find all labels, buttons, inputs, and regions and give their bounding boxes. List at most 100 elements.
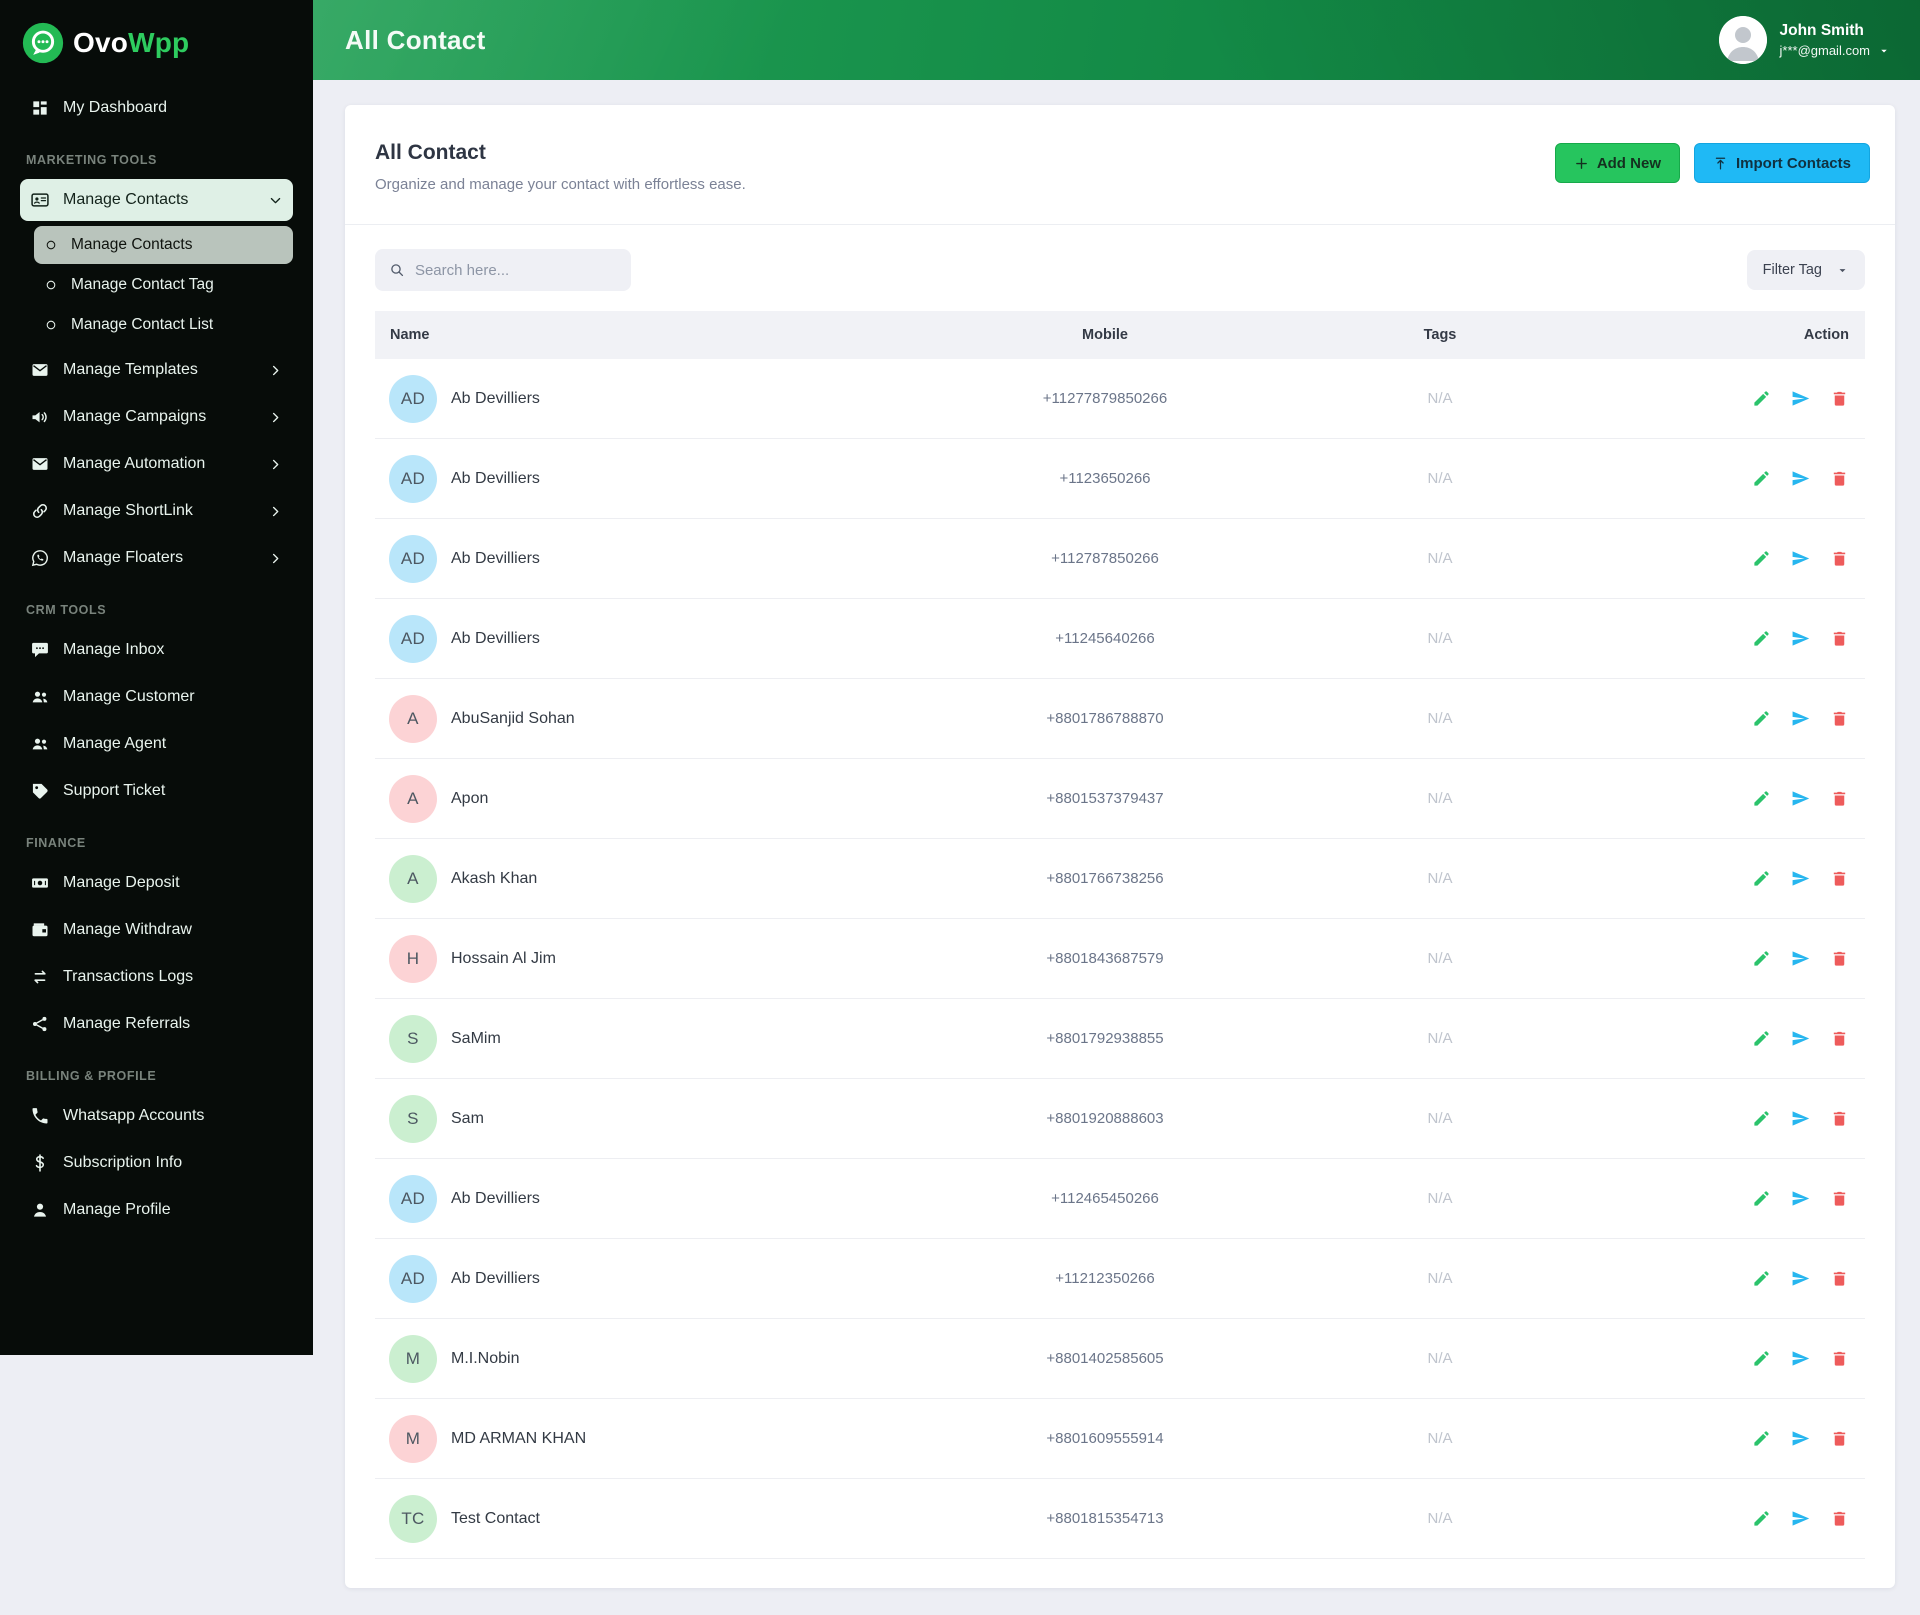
send-message-button[interactable] — [1789, 787, 1812, 810]
sidebar-item-manage-agent[interactable]: Manage Agent — [20, 723, 293, 765]
edit-contact-button[interactable] — [1750, 787, 1773, 810]
brand-bubble-icon — [22, 22, 64, 64]
sidebar-item-whatsapp-accounts[interactable]: Whatsapp Accounts — [20, 1095, 293, 1137]
sidebar-section-label: CRM TOOLS — [26, 603, 107, 617]
edit-contact-button[interactable] — [1750, 1187, 1773, 1210]
trash-icon — [1830, 389, 1849, 408]
sidebar-item-my-dashboard[interactable]: My Dashboard — [20, 87, 293, 129]
contact-name: Hossain Al Jim — [451, 949, 556, 967]
edit-contact-button[interactable] — [1750, 627, 1773, 650]
edit-contact-button[interactable] — [1750, 1107, 1773, 1130]
edit-contact-button[interactable] — [1750, 867, 1773, 890]
sidebar-item-manage-automation[interactable]: Manage Automation — [20, 443, 293, 485]
contact-tags: N/A — [1427, 790, 1453, 807]
sidebar-item-subscription-info[interactable]: Subscription Info — [20, 1142, 293, 1184]
sidebar-item-manage-floaters[interactable]: Manage Floaters — [20, 537, 293, 579]
delete-contact-button[interactable] — [1828, 867, 1851, 890]
user-menu[interactable]: John Smith j***@gmail.com — [1718, 16, 1891, 64]
delete-contact-button[interactable] — [1828, 787, 1851, 810]
edit-contact-button[interactable] — [1750, 387, 1773, 410]
send-message-button[interactable] — [1789, 387, 1812, 410]
contact-tags: N/A — [1427, 1110, 1453, 1127]
send-message-button[interactable] — [1789, 1427, 1812, 1450]
sidebar-item-label: Support Ticket — [63, 782, 166, 799]
filter-tag-dropdown[interactable]: Filter Tag — [1746, 250, 1865, 290]
sidebar-item-manage-campaigns[interactable]: Manage Campaigns — [20, 396, 293, 438]
send-icon — [1791, 1509, 1810, 1528]
contact-tags: N/A — [1427, 550, 1453, 567]
send-message-button[interactable] — [1789, 1107, 1812, 1130]
import-contacts-button[interactable]: Import Contacts — [1693, 143, 1870, 183]
send-message-button[interactable] — [1789, 547, 1812, 570]
send-message-button[interactable] — [1789, 707, 1812, 730]
sidebar-item-manage-deposit[interactable]: Manage Deposit — [20, 862, 293, 904]
delete-contact-button[interactable] — [1828, 387, 1851, 410]
contact-avatar: H — [389, 934, 437, 983]
delete-contact-button[interactable] — [1828, 547, 1851, 570]
delete-contact-button[interactable] — [1828, 707, 1851, 730]
user-email: j***@gmail.com — [1779, 43, 1871, 58]
delete-contact-button[interactable] — [1828, 1347, 1851, 1370]
sidebar-subitem-manage-contact-tag[interactable]: Manage Contact Tag — [34, 266, 293, 304]
contact-mobile: +8801609555914 — [1046, 1430, 1164, 1447]
sidebar-item-manage-inbox[interactable]: Manage Inbox — [20, 629, 293, 671]
delete-contact-button[interactable] — [1828, 467, 1851, 490]
edit-contact-button[interactable] — [1750, 467, 1773, 490]
search-input[interactable] — [414, 261, 617, 279]
send-message-button[interactable] — [1789, 1507, 1812, 1530]
chevron-icon — [268, 410, 283, 425]
sidebar-subitem-manage-contacts[interactable]: Manage Contacts — [34, 226, 293, 264]
sidebar-item-label: Manage Agent — [63, 735, 167, 752]
edit-contact-button[interactable] — [1750, 1507, 1773, 1530]
sidebar-item-transactions-logs[interactable]: Transactions Logs — [20, 956, 293, 998]
contact-tags: N/A — [1427, 1030, 1453, 1047]
user-caret-down-icon[interactable] — [1878, 45, 1890, 57]
delete-contact-button[interactable] — [1828, 1187, 1851, 1210]
send-message-button[interactable] — [1789, 1187, 1812, 1210]
app-logo[interactable]: OvoWpp — [16, 0, 297, 82]
sidebar-item-label: Subscription Info — [63, 1154, 183, 1171]
send-message-button[interactable] — [1789, 1027, 1812, 1050]
contact-name: Ab Devilliers — [451, 389, 540, 407]
sidebar-item-manage-contacts[interactable]: Manage Contacts — [20, 179, 293, 221]
edit-contact-button[interactable] — [1750, 547, 1773, 570]
trash-icon — [1830, 1109, 1849, 1128]
add-new-button[interactable]: Add New — [1554, 143, 1680, 183]
send-message-button[interactable] — [1789, 627, 1812, 650]
delete-contact-button[interactable] — [1828, 627, 1851, 650]
send-message-button[interactable] — [1789, 467, 1812, 490]
delete-contact-button[interactable] — [1828, 1107, 1851, 1130]
send-message-button[interactable] — [1789, 867, 1812, 890]
table-row: AD Ab Devilliers +11245640266 N/A — [375, 599, 1865, 679]
pencil-icon — [1752, 1429, 1771, 1448]
send-message-button[interactable] — [1789, 1267, 1812, 1290]
send-message-button[interactable] — [1789, 947, 1812, 970]
sidebar-item-manage-referrals[interactable]: Manage Referrals — [20, 1003, 293, 1045]
send-message-button[interactable] — [1789, 1347, 1812, 1370]
trash-icon — [1830, 1429, 1849, 1448]
edit-contact-button[interactable] — [1750, 707, 1773, 730]
contact-tags: N/A — [1427, 470, 1453, 487]
edit-contact-button[interactable] — [1750, 1347, 1773, 1370]
edit-contact-button[interactable] — [1750, 947, 1773, 970]
delete-contact-button[interactable] — [1828, 1027, 1851, 1050]
delete-contact-button[interactable] — [1828, 1427, 1851, 1450]
delete-contact-button[interactable] — [1828, 947, 1851, 970]
sidebar-item-manage-shortlink[interactable]: Manage ShortLink — [20, 490, 293, 532]
pencil-icon — [1752, 1029, 1771, 1048]
contact-name: M.I.Nobin — [451, 1349, 520, 1367]
sidebar-item-manage-templates[interactable]: Manage Templates — [20, 349, 293, 391]
delete-contact-button[interactable] — [1828, 1507, 1851, 1530]
sidebar-item-support-ticket[interactable]: Support Ticket — [20, 770, 293, 812]
edit-contact-button[interactable] — [1750, 1027, 1773, 1050]
edit-contact-button[interactable] — [1750, 1267, 1773, 1290]
delete-contact-button[interactable] — [1828, 1267, 1851, 1290]
sidebar-subitem-manage-contact-list[interactable]: Manage Contact List — [34, 306, 293, 344]
edit-contact-button[interactable] — [1750, 1427, 1773, 1450]
sidebar-item-manage-customer[interactable]: Manage Customer — [20, 676, 293, 718]
pencil-icon — [1752, 549, 1771, 568]
sidebar-item-manage-profile[interactable]: Manage Profile — [20, 1189, 293, 1231]
contact-tags: N/A — [1427, 1270, 1453, 1287]
table-row: S Sam +8801920888603 N/A — [375, 1079, 1865, 1159]
sidebar-item-manage-withdraw[interactable]: Manage Withdraw — [20, 909, 293, 951]
